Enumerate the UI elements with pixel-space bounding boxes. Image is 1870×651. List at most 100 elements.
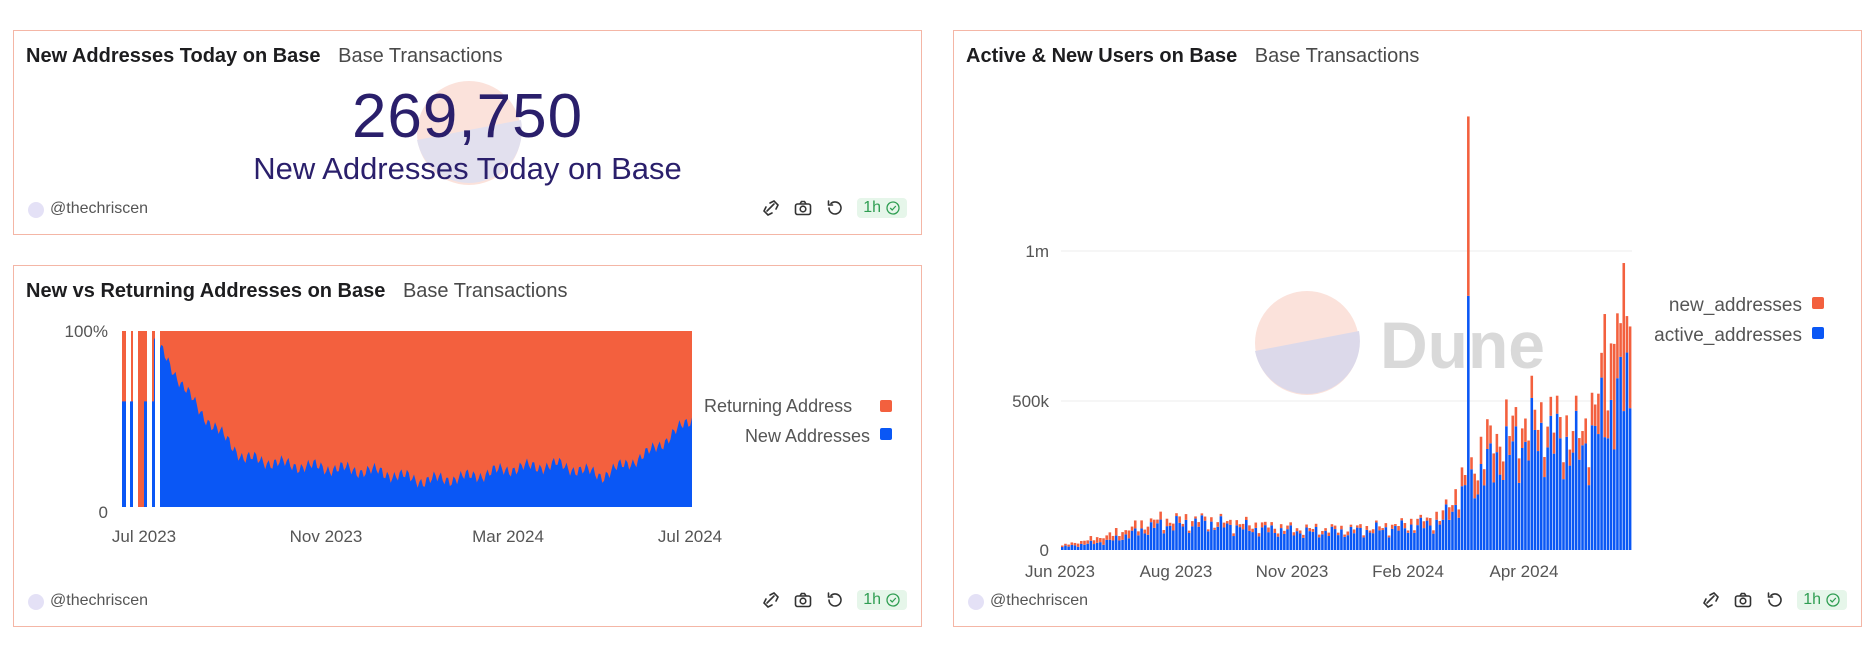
bar-new <box>1495 433 1499 453</box>
bar-active <box>1184 519 1188 550</box>
author-handle[interactable]: @thechriscen <box>50 200 149 217</box>
bar-new <box>1603 314 1607 438</box>
embed-icon[interactable] <box>1701 590 1721 610</box>
bar-active <box>1289 525 1292 550</box>
legend-label-new[interactable]: new_addresses <box>1669 295 1802 316</box>
bar-new <box>1457 509 1461 518</box>
bar-active <box>1203 520 1207 550</box>
bar-new <box>1479 436 1483 464</box>
bar-active <box>1356 527 1359 550</box>
data-gap <box>126 331 131 507</box>
legend-label-active[interactable]: active_addresses <box>1654 325 1802 346</box>
bar-active <box>1336 535 1340 550</box>
bar-new <box>1571 431 1575 453</box>
camera-icon[interactable] <box>793 590 813 610</box>
bar-active <box>1210 521 1213 550</box>
refresh-status-badge[interactable]: 1h <box>857 590 907 610</box>
bar-new <box>1371 529 1375 534</box>
bar-new <box>1222 522 1226 528</box>
panel-title[interactable]: New vs Returning Addresses on Base <box>26 280 386 302</box>
legend-swatch-new[interactable] <box>1812 297 1824 309</box>
bar-new <box>1168 522 1172 526</box>
legend-swatch-returning[interactable] <box>880 400 892 412</box>
avatar[interactable] <box>28 202 44 218</box>
bar-new <box>1292 532 1296 536</box>
bar-active <box>1552 453 1556 550</box>
panel-title-row: New Addresses Today on Base Base Transac… <box>26 45 503 68</box>
bar-active <box>1295 531 1299 550</box>
avatar[interactable] <box>968 594 984 610</box>
new-vs-returning-chart: Dune 100% 0 Jul 2023 Nov 2023 Mar 2024 J… <box>65 322 892 546</box>
bar-active <box>1505 426 1508 550</box>
refresh-icon[interactable] <box>1765 590 1785 610</box>
bar-active <box>1565 436 1568 550</box>
bar-new <box>1181 523 1185 527</box>
plot-area[interactable] <box>122 331 692 507</box>
embed-icon[interactable] <box>761 590 781 610</box>
refresh-status-badge[interactable]: 1h <box>1797 590 1847 610</box>
series-area-new <box>154 336 692 507</box>
bar-new <box>1409 518 1413 525</box>
legend-swatch-active[interactable] <box>1812 327 1824 339</box>
bar-new <box>1394 524 1397 526</box>
bar-active <box>1384 527 1388 550</box>
legend-swatch-new[interactable] <box>880 428 892 440</box>
bar-new <box>1463 475 1467 486</box>
plot-area[interactable] <box>1061 116 1632 550</box>
bar-new <box>1352 529 1356 534</box>
bar-active <box>1520 447 1524 550</box>
bar-active <box>1133 528 1137 550</box>
camera-icon[interactable] <box>793 198 813 218</box>
bar-new <box>1612 343 1616 450</box>
bar-active <box>1286 529 1289 550</box>
bar-active <box>1254 527 1258 550</box>
avatar[interactable] <box>28 594 44 610</box>
bar-new <box>1346 531 1350 536</box>
bar-active <box>1181 526 1185 550</box>
refresh-interval: 1h <box>863 199 881 216</box>
data-spike <box>152 401 155 507</box>
panel-source[interactable]: Base Transactions <box>338 45 503 67</box>
bar-active <box>1149 522 1153 550</box>
bar-active <box>1273 533 1277 550</box>
bar-active <box>1371 533 1375 550</box>
bar-new <box>1581 431 1584 446</box>
bar-new <box>1622 263 1626 412</box>
bar-active <box>1152 527 1156 550</box>
author-handle[interactable]: @thechriscen <box>50 592 149 609</box>
bar-new <box>1298 530 1302 534</box>
legend-label-new[interactable]: New Addresses <box>745 426 870 446</box>
bar-new <box>1149 518 1153 523</box>
legend-label-returning[interactable]: Returning Address <box>704 396 852 416</box>
panel-source[interactable]: Base Transactions <box>402 280 568 302</box>
embed-icon[interactable] <box>761 198 781 218</box>
bar-new <box>1486 419 1489 449</box>
bar-active <box>1175 516 1178 550</box>
bar-active <box>1590 425 1594 550</box>
bar-active <box>1574 410 1578 550</box>
bar-active <box>1568 465 1572 550</box>
panel-title[interactable]: Active & New Users on Base <box>966 45 1238 67</box>
bar-active <box>1140 528 1143 550</box>
panel-title[interactable]: New Addresses Today on Base <box>26 45 321 67</box>
bar-active <box>1108 539 1112 550</box>
bar-active <box>1609 399 1613 550</box>
panel-source[interactable]: Base Transactions <box>1254 45 1420 67</box>
bar-active <box>1241 529 1245 550</box>
data-gap <box>155 331 160 507</box>
bar-new <box>1400 518 1403 521</box>
author-handle[interactable]: @thechriscen <box>990 592 1089 609</box>
y-tick-label: 100% <box>65 322 108 341</box>
bar-new <box>1206 529 1210 532</box>
bar-active <box>1317 537 1321 550</box>
refresh-status-badge[interactable]: 1h <box>857 198 907 218</box>
dune-watermark-pie <box>417 81 522 185</box>
bar-active <box>1451 511 1454 550</box>
bar-active <box>1470 469 1473 550</box>
camera-icon[interactable] <box>1733 590 1753 610</box>
bar-new <box>1279 524 1283 529</box>
bar-active <box>1283 533 1286 550</box>
bar-active <box>1222 527 1226 550</box>
refresh-icon[interactable] <box>825 590 845 610</box>
refresh-icon[interactable] <box>825 198 845 218</box>
